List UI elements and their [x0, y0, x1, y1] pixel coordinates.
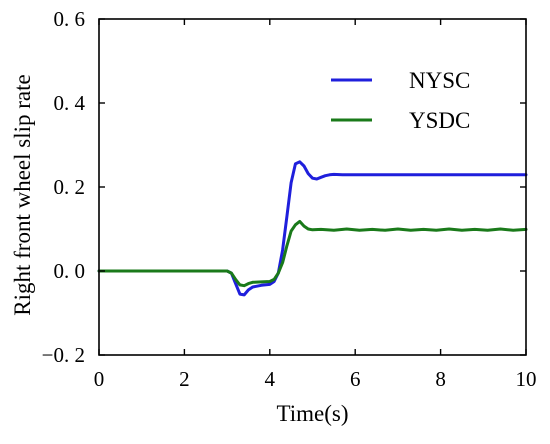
- y-tick-label: 0. 6: [54, 7, 86, 31]
- x-tick-label: 4: [265, 367, 276, 391]
- x-tick-label: 6: [350, 367, 361, 391]
- x-tick-label: 8: [435, 367, 446, 391]
- y-axis-title: Right front wheel slip rate: [10, 74, 35, 315]
- ticks-layer: 0 2 4 6 8 10 −0. 2 0. 0 0. 2 0. 4 0. 6: [42, 7, 537, 391]
- y-tick-label: 0. 4: [54, 91, 86, 115]
- legend: NYSC YSDC: [331, 68, 470, 133]
- series-line-ysdc: [97, 219, 528, 288]
- y-tick-label: −0. 2: [42, 343, 85, 367]
- x-axis-title: Time(s): [277, 401, 349, 426]
- x-tick-label: 10: [516, 367, 537, 391]
- x-tick-label: 2: [179, 367, 190, 391]
- series-layer: [97, 160, 528, 297]
- legend-label-nysc: NYSC: [409, 68, 470, 93]
- series-line-nysc: [97, 160, 528, 297]
- legend-label-ysdc: YSDC: [409, 108, 470, 133]
- y-tick-label: 0. 0: [54, 259, 86, 283]
- x-tick-label: 0: [94, 367, 105, 391]
- y-tick-label: 0. 2: [54, 175, 86, 199]
